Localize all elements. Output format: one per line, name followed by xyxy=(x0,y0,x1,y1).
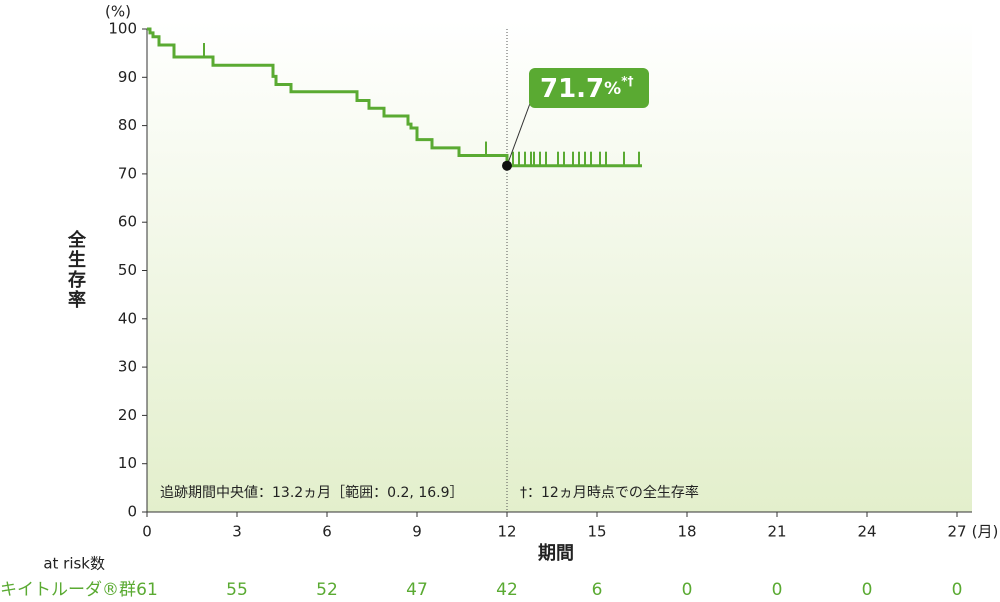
y-tick-label: 40 xyxy=(118,309,137,327)
x-tick-label: 12 xyxy=(497,523,516,541)
x-unit: (月) xyxy=(972,523,999,541)
y-tick-label: 80 xyxy=(118,116,137,134)
y-tick-label: 100 xyxy=(108,20,137,38)
at-risk-value: 47 xyxy=(406,580,428,600)
at-risk-value: 0 xyxy=(772,580,783,600)
x-tick-label: 3 xyxy=(232,523,242,541)
x-axis-label: 期間 xyxy=(538,543,574,564)
callout-unit: % xyxy=(604,79,621,99)
callout-label: 71.7 xyxy=(540,74,604,104)
x-tick-label: 0 xyxy=(142,523,152,541)
y-unit: (%) xyxy=(105,3,131,21)
annotation: 追跡期間中央値：13.2ヵ月［範囲：0.2, 16.9］ xyxy=(160,484,464,501)
at-risk-value: 61 xyxy=(136,580,158,600)
at-risk-label: at risk数 xyxy=(43,555,105,573)
x-tick-label: 18 xyxy=(677,523,696,541)
at-risk-value: 0 xyxy=(682,580,693,600)
at-risk-value: 42 xyxy=(496,580,518,600)
at-risk-value: 6 xyxy=(592,580,603,600)
x-tick-label: 9 xyxy=(412,523,422,541)
at-risk-value: 52 xyxy=(316,580,338,600)
y-axis-label: 全生存率 xyxy=(65,229,87,310)
x-tick-label: 24 xyxy=(857,523,876,541)
at-risk-value: 0 xyxy=(952,580,963,600)
y-tick-label: 0 xyxy=(127,503,137,521)
at-risk-value: 55 xyxy=(226,580,248,600)
callout-marks: *† xyxy=(621,74,633,88)
callout-point xyxy=(502,160,512,171)
x-tick-label: 27 xyxy=(947,523,966,541)
y-tick-label: 50 xyxy=(118,261,137,279)
y-tick-label: 60 xyxy=(118,213,137,231)
at-risk-value: 0 xyxy=(862,580,873,600)
x-tick-label: 21 xyxy=(767,523,786,541)
annotation: †：12ヵ月時点での全生存率 xyxy=(520,484,699,501)
y-tick-label: 20 xyxy=(118,406,137,424)
y-tick-label: 10 xyxy=(118,454,137,472)
survival-curve xyxy=(147,27,642,168)
at-risk-group: キイトルーダ®群 xyxy=(0,580,136,600)
callout-text: 71.7%*† xyxy=(540,74,633,104)
callout-box xyxy=(529,68,649,108)
y-tick-label: 90 xyxy=(118,68,137,86)
y-tick-label: 70 xyxy=(118,164,137,182)
y-tick-label: 30 xyxy=(118,358,137,376)
x-tick-label: 15 xyxy=(587,523,606,541)
callout-pointer xyxy=(506,97,533,166)
x-tick-label: 6 xyxy=(322,523,332,541)
